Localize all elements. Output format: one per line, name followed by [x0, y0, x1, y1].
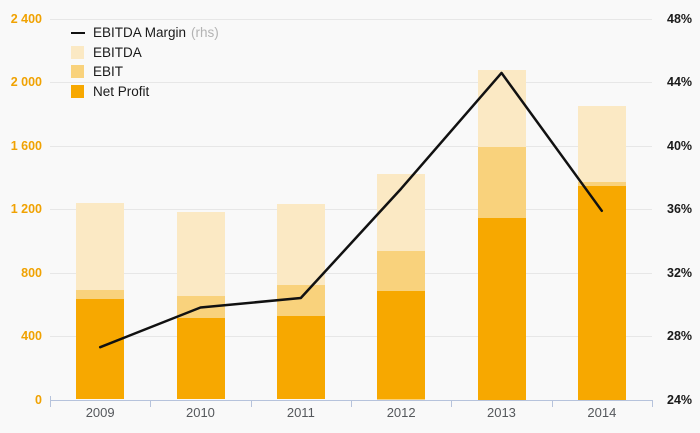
left-axis-label-2400: 2 400: [10, 12, 42, 26]
x-axis-label-2010: 2010: [185, 404, 215, 420]
x-axis-tick: [150, 399, 152, 407]
left-axis-label-800: 800: [21, 265, 42, 280]
legend-item-ebit[interactable]: EBIT: [71, 64, 219, 79]
chart-legend: EBITDA Margin (rhs) EBITDA EBIT Net Prof…: [71, 25, 219, 104]
x-axis-tick: [652, 399, 653, 407]
bar-net-profit-2011: [276, 316, 325, 400]
legend-item-ebitda-margin[interactable]: EBITDA Margin (rhs): [71, 25, 219, 40]
x-axis-label-2012: 2012: [386, 404, 416, 420]
x-axis-tick: [50, 399, 51, 407]
left-axis-label-0: 0: [35, 392, 42, 407]
net-profit-swatch-icon: [71, 84, 84, 98]
right-axis-label-24%: 24%: [667, 392, 693, 407]
bar-net-profit-2010: [176, 317, 225, 400]
x-axis-tick: [551, 399, 553, 407]
ebitda-swatch-icon: [71, 45, 84, 59]
legend-label-ebitda: EBITDA: [93, 44, 142, 60]
ebit-swatch-icon: [71, 65, 84, 78]
left-axis-label-1600: 1 600: [10, 138, 42, 153]
x-axis-label-2009: 2009: [85, 404, 115, 420]
line-swatch-icon: [71, 31, 85, 34]
bar-net-profit-2009: [76, 298, 125, 400]
legend-label-ebit: EBIT: [93, 64, 124, 79]
gridline-2400: [50, 19, 652, 20]
x-axis-label-2014: 2014: [587, 404, 617, 420]
right-axis-label-36%: 36%: [667, 202, 693, 217]
left-axis-label-400: 400: [21, 329, 42, 344]
bar-net-profit-2014: [577, 185, 626, 400]
legend-label-ebitda-margin: EBITDA Margin: [93, 25, 187, 40]
right-axis-label-32%: 32%: [667, 265, 693, 280]
left-axis-label-1200: 1 200: [10, 202, 42, 217]
right-axis-label-48%: 48%: [667, 12, 693, 26]
legend-item-ebitda[interactable]: EBITDA: [71, 44, 219, 60]
right-axis-label-28%: 28%: [667, 329, 693, 344]
bar-net-profit-2012: [377, 290, 426, 400]
y-axis-end-tick: [50, 395, 51, 400]
legend-label-net-profit: Net Profit: [93, 83, 150, 99]
x-axis-label-2011: 2011: [286, 404, 315, 420]
x-axis-tick: [351, 399, 352, 407]
gridline-800: [50, 272, 652, 274]
legend-label-rhs: (rhs): [191, 25, 219, 40]
right-axis-label-44%: 44%: [667, 75, 693, 90]
legend-item-net-profit[interactable]: Net Profit: [71, 83, 219, 99]
left-axis-label-2000: 2 000: [10, 75, 42, 90]
gridline-1600: [50, 145, 652, 147]
gridline-400: [50, 336, 652, 338]
x-axis-label-2013: 2013: [486, 404, 516, 420]
bar-net-profit-2013: [477, 218, 526, 400]
gridline-1200: [50, 209, 652, 211]
x-axis-tick: [250, 399, 252, 407]
x-axis-tick: [451, 399, 453, 407]
right-axis-label-40%: 40%: [667, 138, 693, 153]
